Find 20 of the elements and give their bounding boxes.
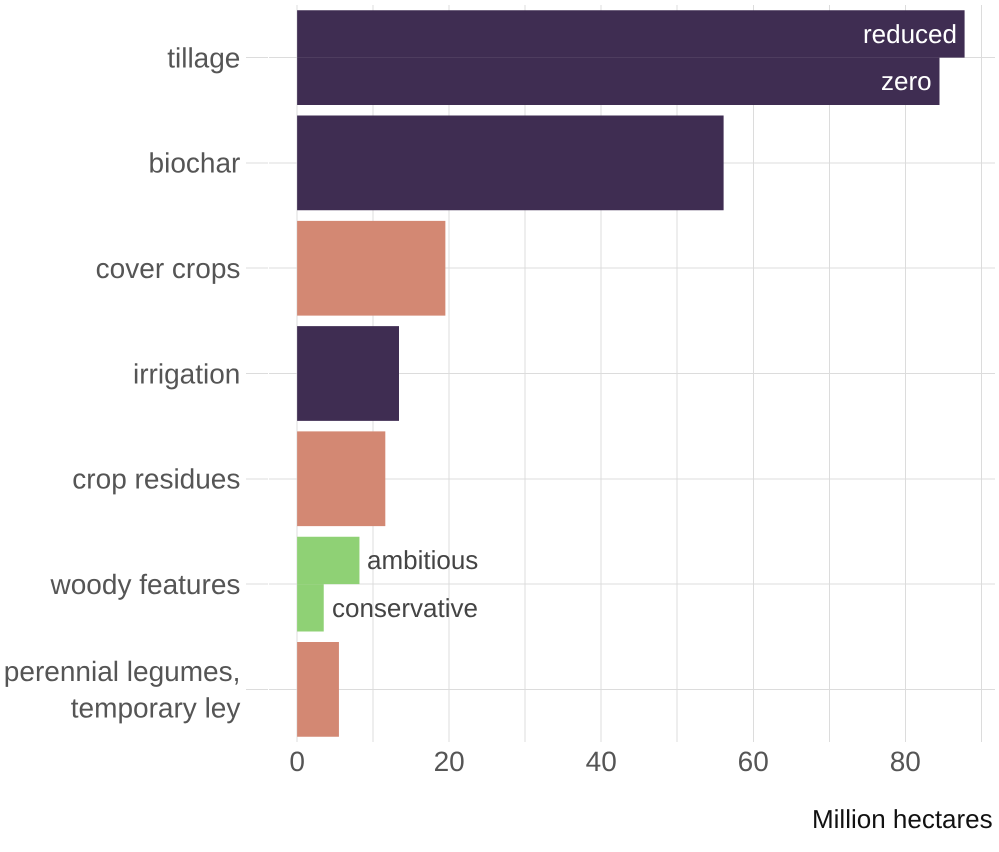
x-axis-title: Million hectares bbox=[812, 804, 993, 834]
bar bbox=[297, 431, 386, 526]
y-tick-label: irrigation bbox=[133, 358, 240, 390]
y-tick-label: woody features bbox=[50, 568, 240, 600]
annotation: conservative bbox=[332, 593, 478, 623]
annotation: zero bbox=[881, 66, 932, 96]
bar bbox=[297, 220, 446, 316]
x-tick-label: 0 bbox=[289, 746, 305, 777]
y-tick-label: cover crops bbox=[96, 253, 240, 284]
x-tick-label: 20 bbox=[434, 746, 465, 777]
y-tick-label: biochar bbox=[148, 148, 240, 179]
bar bbox=[297, 642, 339, 737]
y-tick-label: perennial legumes, temporary ley bbox=[4, 656, 240, 724]
x-tick-label: 60 bbox=[738, 746, 769, 777]
annotation: reduced bbox=[863, 19, 957, 49]
annotation: ambitious bbox=[367, 545, 478, 575]
y-tick-label: tillage bbox=[167, 42, 240, 74]
x-tick-label: 80 bbox=[890, 746, 921, 777]
y-tick-label: crop residues bbox=[72, 464, 240, 495]
x-tick-label: 40 bbox=[586, 746, 617, 777]
